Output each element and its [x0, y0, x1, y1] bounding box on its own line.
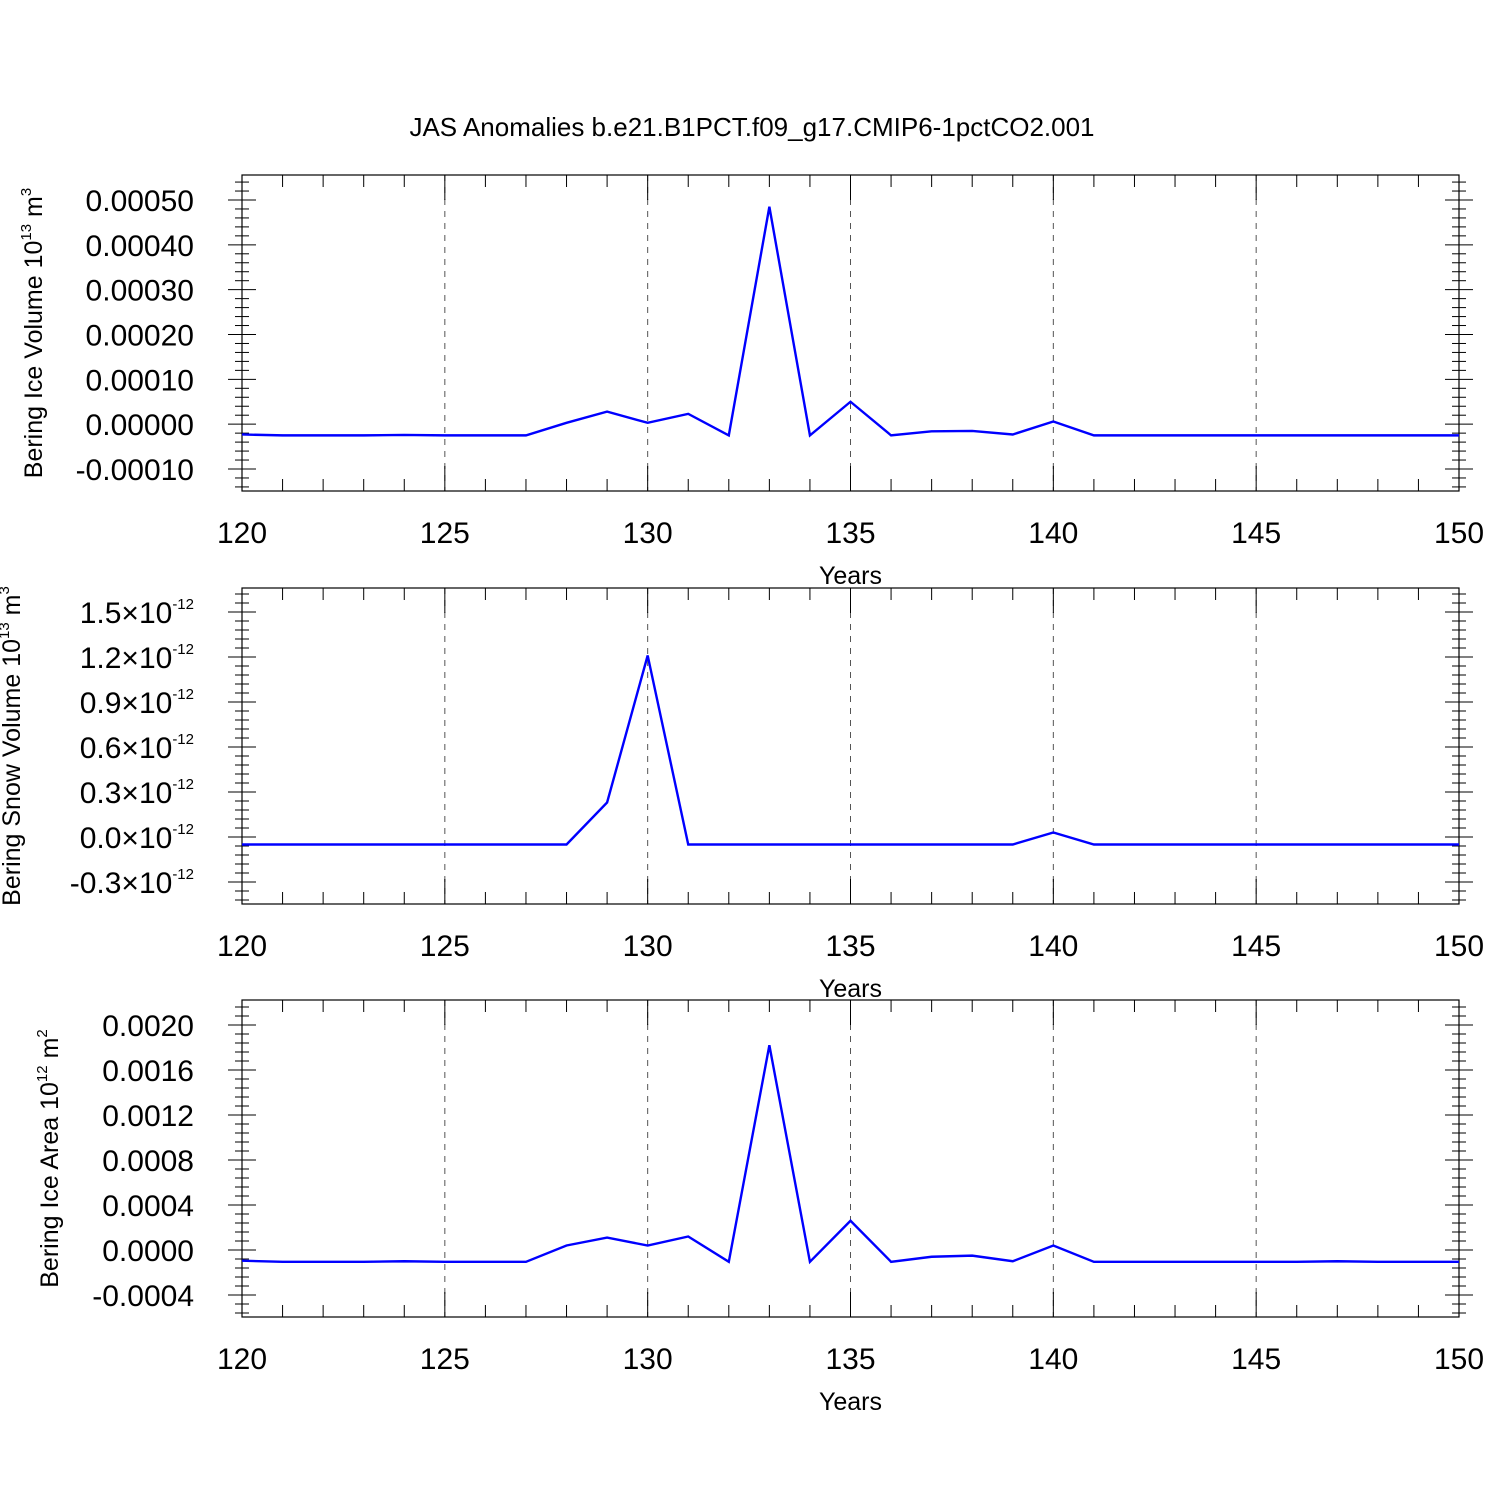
chart-panel-2: 120 125 130 135 140 145 150 -0.3×10-12 0.0×10-12…	[0, 586, 1484, 1003]
y-tick-label: 0.00000	[86, 409, 194, 442]
x-axis-label: Years	[819, 562, 882, 590]
x-tick-label: 125	[420, 517, 470, 550]
series-line	[241, 206, 1459, 438]
x-tick-label: 145	[1231, 930, 1281, 963]
x-tick-label: 145	[1231, 1343, 1281, 1376]
y-tick-label: 0.0020	[102, 1010, 194, 1043]
y-tick-label: 0.6×10-12	[80, 731, 194, 765]
y-tick-label: 0.0004	[102, 1190, 194, 1223]
y-tick-label: 1.2×10-12	[80, 641, 194, 675]
y-tick-label: 0.0×10-12	[80, 821, 194, 855]
x-tick-label: 140	[1028, 930, 1078, 963]
y-axis-label: Bering Ice Area 1012 m2	[34, 1029, 64, 1288]
x-tick-label: 130	[623, 517, 673, 550]
y-tick-label: -0.3×10-12	[70, 866, 194, 900]
y-tick-label: 0.00050	[86, 185, 194, 218]
y-tick-label: 0.3×10-12	[80, 776, 194, 810]
x-tick-label: 135	[825, 930, 875, 963]
y-tick-label: -0.0004	[92, 1280, 194, 1313]
y-tick-label: 0.0008	[102, 1145, 194, 1178]
x-tick-label: 150	[1434, 930, 1484, 963]
y-tick-label: 0.00020	[86, 320, 194, 353]
x-tick-label: 150	[1434, 517, 1484, 550]
y-tick-label: -0.00010	[76, 454, 194, 487]
chart-panel-1: 120 125 130 135 140 145 150 -0.00010 0.00000 0.00…	[18, 174, 1484, 590]
x-tick-label: 120	[217, 930, 267, 963]
x-tick-label: 150	[1434, 1343, 1484, 1376]
y-tick-label: 0.0012	[102, 1100, 194, 1133]
y-axis-label: Bering Snow Volume 1013 m3	[0, 586, 26, 906]
x-tick-label: 125	[420, 1343, 470, 1376]
y-tick-label: 0.00040	[86, 230, 194, 263]
x-axis-label: Years	[819, 975, 882, 1003]
y-tick-label: 0.0000	[102, 1235, 194, 1268]
x-tick-label: 145	[1231, 517, 1281, 550]
y-tick-label: 0.9×10-12	[80, 686, 194, 720]
x-tick-label: 125	[420, 930, 470, 963]
x-tick-label: 120	[217, 517, 267, 550]
y-tick-label: 1.5×10-12	[80, 596, 194, 630]
y-tick-label: 0.0016	[102, 1055, 194, 1088]
panels: 120 125 130 135 140 145 150 -0.00010 0.00000 0.00…	[0, 174, 1484, 1416]
series-line	[242, 655, 1459, 846]
y-tick-label: 0.00010	[86, 364, 194, 397]
chart-title: JAS Anomalies b.e21.B1PCT.f09_g17.CMIP6-…	[409, 112, 1094, 142]
x-tick-label: 135	[825, 517, 875, 550]
chart-panel-3: 120 125 130 135 140 145 150 -0.0004 0.0000 0.0004…	[34, 999, 1484, 1416]
x-tick-label: 120	[217, 1343, 267, 1376]
x-tick-label: 135	[825, 1343, 875, 1376]
y-axis-label: Bering Ice Volume 1013 m3	[18, 188, 48, 478]
x-tick-label: 130	[623, 1343, 673, 1376]
x-tick-label: 140	[1028, 1343, 1078, 1376]
y-tick-label: 0.00030	[86, 275, 194, 308]
x-tick-label: 130	[623, 930, 673, 963]
x-tick-label: 140	[1028, 517, 1078, 550]
x-axis-label: Years	[819, 1388, 882, 1416]
series-line	[241, 1045, 1459, 1265]
